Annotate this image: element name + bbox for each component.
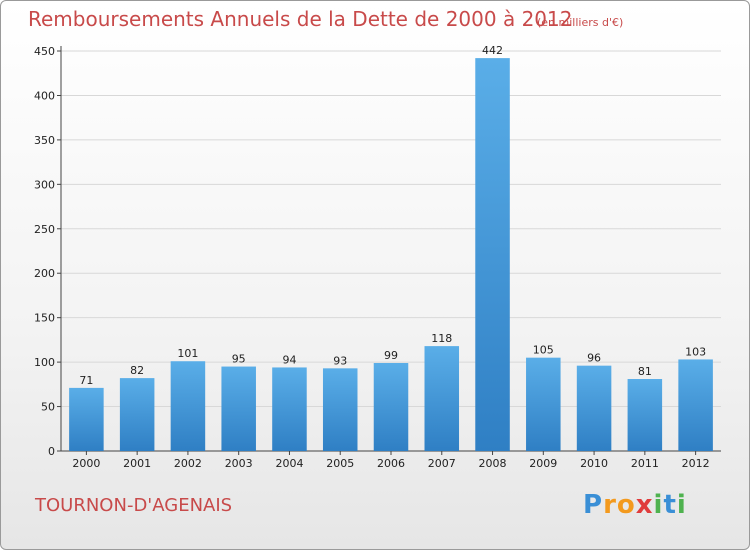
data-label: 93: [333, 354, 347, 367]
y-tick-label: 0: [48, 445, 55, 458]
logo-letter: i: [676, 490, 687, 520]
data-label: 105: [533, 344, 554, 357]
x-tick-label: 2011: [631, 457, 659, 470]
data-label: 101: [177, 347, 198, 360]
y-tick-label: 150: [34, 312, 55, 325]
y-tick-label: 200: [34, 267, 55, 280]
bar: [221, 366, 256, 451]
x-tick-label: 2009: [529, 457, 557, 470]
logo-letter: t: [663, 490, 677, 520]
data-label: 99: [384, 349, 398, 362]
bar: [526, 357, 561, 451]
bar: [424, 346, 460, 451]
data-label: 118: [431, 332, 452, 345]
logo-letter: i: [653, 490, 664, 520]
y-tick-label: 50: [41, 401, 55, 414]
x-tick-label: 2008: [479, 457, 507, 470]
y-tick-label: 350: [34, 134, 55, 147]
proxiti-logo[interactable]: Proxiti: [583, 490, 687, 520]
labels: 0 50 100 150 200 250 300 350 400 450 2000 71 2001 82 2…: [34, 44, 710, 470]
bar: [678, 359, 713, 451]
bar: [576, 365, 612, 451]
x-tick-label: 2010: [580, 457, 608, 470]
bar: [69, 387, 104, 451]
y-tick-label: 400: [34, 89, 55, 102]
chart-subtitle: (en milliers d'€): [537, 16, 624, 29]
x-tick-label: 2001: [123, 457, 151, 470]
data-label: 442: [482, 44, 503, 57]
location-name: TOURNON-D'AGENAIS: [35, 495, 233, 516]
bar: [475, 58, 510, 451]
data-label: 71: [79, 374, 93, 387]
data-label: 95: [232, 353, 246, 366]
data-label: 81: [638, 365, 652, 378]
logo-letter: P: [583, 490, 604, 520]
bars: [69, 58, 713, 451]
y-tick-label: 100: [34, 356, 55, 369]
bar: [272, 367, 307, 451]
chart-title: Remboursements Annuels de la Dette de 20…: [28, 7, 573, 31]
bar: [373, 363, 409, 451]
data-label: 103: [685, 345, 706, 358]
x-tick-label: 2004: [275, 457, 303, 470]
data-label: 94: [282, 353, 296, 366]
data-label: 96: [587, 352, 601, 365]
y-tick-label: 300: [34, 178, 55, 191]
x-tick-label: 2007: [428, 457, 456, 470]
x-tick-label: 2000: [72, 457, 100, 470]
y-tick-label: 250: [34, 223, 55, 236]
x-tick-label: 2005: [326, 457, 354, 470]
x-tick-label: 2012: [682, 457, 710, 470]
logo-letter: x: [635, 490, 654, 520]
x-tick-label: 2006: [377, 457, 405, 470]
logo-letter: r: [603, 490, 617, 520]
bar: [119, 378, 155, 451]
x-tick-label: 2003: [225, 457, 253, 470]
bar: [170, 361, 206, 451]
bar: [627, 379, 663, 451]
data-label: 82: [130, 364, 144, 377]
y-tick-label: 450: [34, 45, 55, 58]
x-tick-label: 2002: [174, 457, 202, 470]
bar: [322, 368, 358, 451]
logo-letter: o: [616, 490, 636, 520]
